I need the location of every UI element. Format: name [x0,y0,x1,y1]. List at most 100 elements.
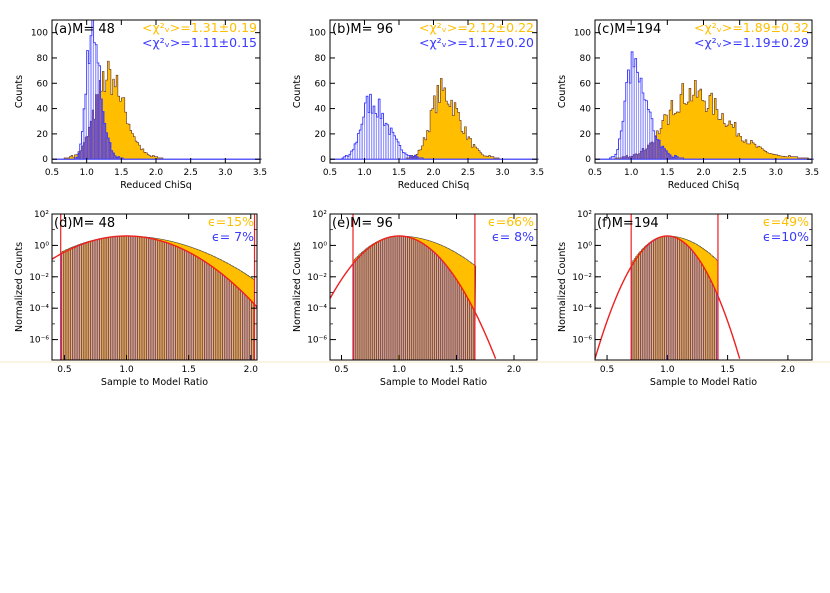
y-tick-label: 10⁰ [577,241,592,251]
x-tick-label: 2.0 [507,365,522,375]
x-tick-label: 0.5 [57,365,71,375]
histogram-panel-b: Reduced ChiSq Counts (b)M= 96 <χ²ᵥ>=2.12±0.… [292,19,544,191]
red-model-curve [594,235,741,359]
y-axis-label: Counts [292,75,303,108]
x-tick-label: 0.5 [45,168,59,178]
y-axis-label: Counts [14,75,25,108]
y-tick-label: 100 [31,29,48,39]
panel-label: (d)M= 48 [54,216,115,231]
y-tick-label: 10² [577,210,592,220]
annotation-gold: ϵ=66% [488,214,534,229]
x-tick-label: 2.5 [733,168,747,178]
x-tick-label: 1.0 [660,365,675,375]
x-tick-label: 3.0 [495,168,510,178]
y-tick-label: 80 [37,54,49,64]
x-tick-label: 3.5 [253,168,267,178]
x-tick-label: 1.0 [392,365,407,375]
ratio-panel-f: Sample to Model Ratio Normalized Counts (f… [557,210,813,388]
ratio-panel-d: Sample to Model Ratio Normalized Counts (d… [14,210,258,388]
y-tick-label: 60 [315,79,327,89]
panel-label: (e)M= 96 [332,216,393,231]
annotation-gold: <χ²ᵥ>=2.12±0.22 [419,20,534,35]
red-model-curve [51,235,258,308]
y-tick-label: 10⁰ [34,241,49,251]
y-tick-label: 10² [34,210,49,220]
x-axis-label: Sample to Model Ratio [380,377,487,388]
y-axis-label: Normalized Counts [14,242,25,332]
y-tick-label: 20 [315,130,327,140]
y-tick-label: 10⁰ [312,241,327,251]
y-tick-label: 10⁻⁶ [307,336,327,346]
y-tick-label: 60 [580,79,592,89]
y-tick-label: 10⁻⁶ [29,336,49,346]
annotation-blue: <χ²ᵥ>=1.11±0.15 [142,35,257,50]
y-tick-label: 0 [585,155,591,165]
y-tick-label: 40 [315,105,327,115]
x-tick-label: 1.5 [449,365,463,375]
x-tick-label: 1.0 [624,168,639,178]
panel-label: (b)M= 96 [332,22,393,37]
plot-frame [51,213,258,361]
panel-label: (a)M= 48 [54,22,115,37]
x-tick-label: 1.5 [392,168,406,178]
panels-root: Reduced ChiSq Counts (a)M= 48 <χ²ᵥ>=1.31±0.… [14,19,819,388]
x-tick-label: 2.0 [149,168,164,178]
y-tick-label: 10⁻² [307,273,327,283]
y-tick-label: 100 [309,29,326,39]
x-tick-label: 2.5 [184,168,198,178]
y-tick-label: 100 [574,29,591,39]
ratio-panel-e: Sample to Model Ratio Normalized Counts (e… [292,210,538,388]
x-axis-label: Reduced ChiSq [398,180,470,191]
x-tick-label: 3.5 [530,168,544,178]
y-tick-label: 10⁻⁶ [572,336,592,346]
y-tick-label: 0 [42,155,48,165]
y-tick-label: 10⁻⁴ [572,304,592,314]
x-tick-label: 1.5 [660,168,674,178]
y-tick-label: 0 [320,155,326,165]
annotation-blue: <χ²ᵥ>=1.19±0.29 [694,35,809,50]
histogram-panel-a: Reduced ChiSq Counts (a)M= 48 <χ²ᵥ>=1.31±0.… [14,19,267,191]
y-tick-label: 80 [315,54,327,64]
x-tick-label: 1.0 [119,365,134,375]
panel-label: (c)M=194 [597,22,661,37]
x-tick-label: 0.5 [323,168,337,178]
y-tick-label: 60 [37,79,49,89]
y-tick-label: 10⁻⁴ [307,304,327,314]
x-tick-label: 2.0 [244,365,259,375]
y-tick-label: 10⁻⁴ [29,304,49,314]
red-model-curve [329,235,497,359]
x-tick-label: 0.5 [588,168,602,178]
x-tick-label: 2.0 [696,168,711,178]
x-tick-label: 2.5 [461,168,475,178]
y-axis-label: Normalized Counts [292,242,303,332]
y-axis-label: Counts [557,75,568,108]
annotation-blue: ϵ=10% [763,229,809,244]
plot-frame [329,213,538,361]
x-tick-label: 2.0 [426,168,441,178]
y-tick-label: 10² [312,210,327,220]
x-tick-label: 3.0 [218,168,233,178]
histogram-panel-c: Reduced ChiSq Counts (c)M=194 <χ²ᵥ>=1.89±0.… [557,19,819,191]
gold-histogram [630,235,719,361]
x-tick-label: 3.0 [769,168,784,178]
x-tick-label: 1.5 [114,168,128,178]
x-tick-label: 1.0 [357,168,372,178]
annotation-blue: <χ²ᵥ>=1.17±0.20 [419,35,534,50]
annotation-gold: <χ²ᵥ>=1.89±0.32 [694,20,809,35]
annotation-gold: ϵ=15% [208,214,254,229]
y-tick-label: 20 [580,130,592,140]
y-tick-label: 40 [37,105,49,115]
x-tick-label: 1.5 [720,365,734,375]
y-tick-label: 10⁻² [572,273,592,283]
x-axis-label: Reduced ChiSq [668,180,740,191]
x-axis-label: Reduced ChiSq [120,180,192,191]
y-tick-label: 80 [580,54,592,64]
y-tick-label: 40 [580,105,592,115]
x-axis-label: Sample to Model Ratio [650,377,757,388]
x-tick-label: 1.0 [80,168,95,178]
annotation-gold: ϵ=49% [763,214,809,229]
annotation-gold: <χ²ᵥ>=1.31±0.19 [142,20,257,35]
x-tick-label: 3.5 [805,168,819,178]
gold-histogram [595,79,814,160]
